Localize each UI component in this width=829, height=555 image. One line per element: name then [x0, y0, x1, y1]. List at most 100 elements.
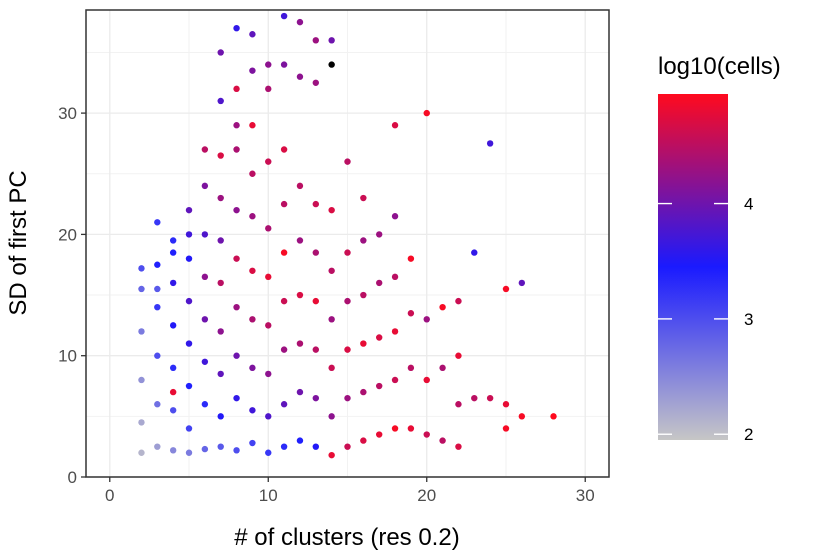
data-point — [169, 322, 177, 329]
legend-tick-label: 2 — [744, 425, 753, 444]
data-point — [185, 206, 193, 214]
data-point — [328, 451, 335, 459]
data-point — [296, 340, 304, 347]
data-point — [217, 279, 224, 287]
data-point — [265, 449, 272, 456]
data-point — [185, 382, 193, 390]
data-point — [423, 431, 430, 438]
legend-tick-label: 4 — [744, 195, 753, 214]
data-point — [233, 146, 240, 153]
data-point — [233, 394, 240, 402]
legend-tick-label: 3 — [744, 310, 753, 329]
data-point — [217, 328, 224, 335]
data-point — [518, 279, 526, 287]
data-point — [486, 140, 494, 147]
data-point — [249, 267, 256, 274]
data-point — [217, 194, 224, 202]
x-tick-label: 10 — [259, 486, 278, 505]
data-point — [280, 249, 288, 256]
data-point — [185, 425, 193, 432]
data-point — [344, 158, 351, 165]
data-point — [312, 249, 320, 256]
data-point — [217, 152, 224, 159]
data-point — [265, 225, 272, 232]
data-point — [360, 388, 367, 396]
data-point — [249, 213, 256, 220]
y-tick-label: 10 — [58, 347, 77, 366]
data-point — [312, 79, 320, 86]
data-point — [265, 370, 272, 378]
data-point — [439, 437, 446, 444]
data-point — [217, 49, 224, 56]
data-point — [154, 219, 161, 226]
data-point — [185, 297, 193, 305]
data-point — [169, 447, 177, 454]
y-axis-title: SD of first PC — [5, 170, 32, 315]
data-point — [296, 237, 304, 244]
data-point — [344, 394, 351, 402]
data-point — [423, 376, 430, 384]
data-point — [233, 303, 240, 311]
data-point — [138, 328, 145, 335]
data-point — [375, 382, 383, 390]
data-point — [265, 322, 272, 329]
data-point — [407, 364, 415, 372]
data-point — [296, 437, 304, 444]
data-point — [154, 352, 161, 359]
data-point — [375, 231, 383, 238]
data-point — [407, 425, 415, 432]
y-tick-label: 30 — [58, 104, 77, 123]
data-point — [233, 255, 240, 262]
data-point — [423, 316, 430, 323]
data-point — [502, 401, 510, 408]
data-point — [233, 352, 240, 359]
data-point — [154, 285, 161, 293]
data-point — [439, 303, 446, 311]
data-point — [169, 364, 177, 372]
data-point — [423, 109, 430, 117]
data-point — [360, 340, 367, 347]
data-point — [391, 122, 399, 129]
data-point — [471, 249, 478, 256]
data-point — [169, 388, 177, 396]
data-point — [312, 443, 320, 450]
data-point — [391, 425, 399, 432]
data-point — [407, 255, 415, 262]
data-point — [201, 231, 209, 238]
data-point — [344, 443, 351, 450]
data-point — [185, 255, 193, 262]
data-point — [471, 394, 478, 402]
data-point — [344, 346, 351, 353]
data-point — [375, 431, 383, 438]
data-point — [249, 407, 256, 414]
data-point — [233, 24, 240, 32]
data-point — [328, 37, 335, 44]
data-point — [138, 419, 145, 426]
data-point — [280, 346, 288, 353]
y-axis-ticks: 0 10 20 30 — [58, 104, 86, 487]
data-point — [328, 267, 335, 274]
data-point — [169, 279, 177, 287]
data-point — [249, 364, 256, 372]
data-point — [312, 394, 320, 402]
data-point — [280, 146, 288, 153]
data-point — [154, 303, 161, 311]
data-point — [502, 425, 510, 432]
data-point — [328, 61, 335, 68]
data-point — [296, 291, 304, 299]
data-point — [217, 237, 224, 244]
data-point — [138, 285, 145, 293]
data-point — [169, 407, 177, 414]
data-point — [518, 413, 526, 420]
x-tick-label: 20 — [417, 486, 436, 505]
data-point — [280, 200, 288, 208]
data-point — [265, 413, 272, 420]
data-point — [550, 413, 557, 420]
data-point — [296, 182, 304, 190]
data-point — [296, 18, 304, 26]
data-point — [265, 158, 272, 165]
data-point — [360, 237, 367, 244]
data-point — [201, 146, 209, 153]
data-point — [201, 316, 209, 323]
